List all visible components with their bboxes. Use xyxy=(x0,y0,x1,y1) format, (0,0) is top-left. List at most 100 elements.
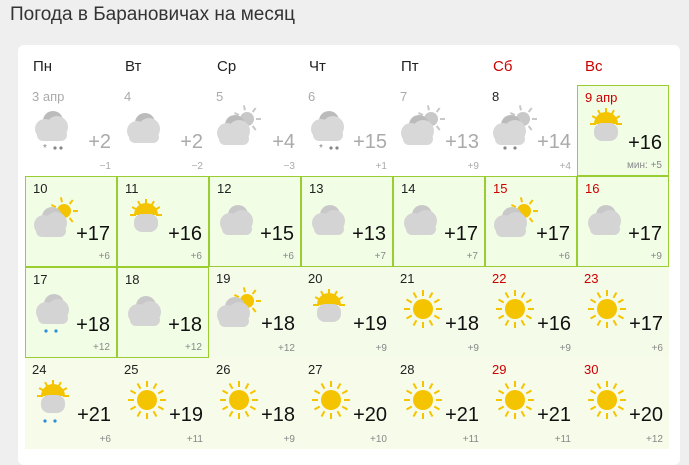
partly-cloudy-icon xyxy=(30,195,82,247)
svg-text:*: * xyxy=(319,143,323,154)
sun-icon xyxy=(581,285,633,337)
min-temp: +9 xyxy=(467,343,479,354)
min-temp: +11 xyxy=(186,434,203,445)
max-temp: +18 xyxy=(168,314,202,336)
day-date: 3 апр xyxy=(32,89,65,104)
day-cell[interactable]: 12 +15 +6 xyxy=(209,176,301,267)
min-temp: +6 xyxy=(98,251,110,262)
weekday-header: Пн xyxy=(33,58,53,75)
cloudy-icon xyxy=(398,195,450,247)
day-date: 20 xyxy=(308,271,323,286)
day-cell[interactable]: 7 +13 +9 xyxy=(393,85,485,176)
day-date: 29 xyxy=(492,362,507,377)
day-cell[interactable]: 21 +18 +9 xyxy=(393,267,485,358)
max-temp: +17 xyxy=(536,223,570,245)
day-cell[interactable]: 5 +4 −3 xyxy=(209,85,301,176)
min-temp: +6 xyxy=(651,343,663,354)
day-cell[interactable]: 10 +17 +6 xyxy=(25,176,117,267)
min-temp: +9 xyxy=(467,161,479,172)
day-cell[interactable]: 14 +17 +7 xyxy=(393,176,485,267)
min-temp: +11 xyxy=(462,434,479,445)
max-temp: +15 xyxy=(353,131,387,153)
max-temp: +18 xyxy=(261,313,295,335)
day-cell[interactable]: 26 +18 +9 xyxy=(209,358,301,449)
weekday-header: Вс xyxy=(585,58,603,75)
partly-cloudy-icon xyxy=(490,195,542,247)
max-temp: +19 xyxy=(353,313,387,335)
day-cell[interactable]: 15 +17 +6 xyxy=(485,176,577,267)
day-cell[interactable]: 18 +18 +12 xyxy=(117,267,209,358)
partly-cloudy-rain-icon xyxy=(489,103,541,155)
svg-text:*: * xyxy=(43,143,47,154)
day-cell[interactable]: 3 апр * +2 −1 xyxy=(25,85,117,176)
min-temp: +7 xyxy=(374,251,386,262)
min-temp: мин: +5 xyxy=(627,160,662,171)
day-cell[interactable]: 30 +20 +12 xyxy=(577,358,669,449)
day-date: 9 апр xyxy=(585,90,618,105)
max-temp: +17 xyxy=(444,223,478,245)
max-temp: +17 xyxy=(629,313,663,335)
min-temp: −3 xyxy=(283,161,295,172)
day-cell[interactable]: 23 +17 +6 xyxy=(577,267,669,358)
day-cell[interactable]: 24 +21 +6 xyxy=(25,358,117,449)
day-date: 24 xyxy=(32,362,47,377)
min-temp: +12 xyxy=(646,434,663,445)
day-date: 23 xyxy=(584,271,599,286)
day-cell[interactable]: 29 +21 +11 xyxy=(485,358,577,449)
day-date: 30 xyxy=(584,362,599,377)
sun-icon xyxy=(397,285,449,337)
weekday-header: Пт xyxy=(401,58,419,75)
day-cell[interactable]: 16 +17 +9 xyxy=(577,176,669,267)
day-date: 14 xyxy=(401,181,416,196)
min-temp: +1 xyxy=(375,161,387,172)
min-temp: +7 xyxy=(466,251,478,262)
max-temp: +17 xyxy=(76,223,110,245)
sun-icon xyxy=(581,376,633,428)
max-temp: +21 xyxy=(537,404,571,426)
day-cell[interactable]: 13 +13 +7 xyxy=(301,176,393,267)
day-date: 16 xyxy=(585,181,600,196)
day-cell[interactable]: 4 +2 −2 xyxy=(117,85,209,176)
day-date: 5 xyxy=(216,89,224,104)
max-temp: +18 xyxy=(445,313,479,335)
max-temp: +21 xyxy=(445,404,479,426)
day-date: 28 xyxy=(400,362,415,377)
partly-cloudy-icon xyxy=(213,285,265,337)
cloudy-icon xyxy=(214,195,266,247)
max-temp: +16 xyxy=(537,313,571,335)
weekday-header: Ср xyxy=(217,58,237,75)
day-date: 8 xyxy=(492,89,500,104)
min-temp: +12 xyxy=(185,342,202,353)
day-cell[interactable]: 19 +18 +12 xyxy=(209,267,301,358)
weekday-header: Вт xyxy=(125,58,142,75)
day-cell[interactable]: 28 +21 +11 xyxy=(393,358,485,449)
day-cell[interactable]: 20 +19 +9 xyxy=(301,267,393,358)
cloudy-sleet-icon: * xyxy=(29,103,81,155)
day-date: 26 xyxy=(216,362,231,377)
max-temp: +21 xyxy=(77,404,111,426)
cloudy-icon xyxy=(122,286,174,338)
cloudy-icon xyxy=(121,103,173,155)
day-cell[interactable]: 17 +18 +12 xyxy=(25,267,117,358)
day-cell[interactable]: 27 +20 +10 xyxy=(301,358,393,449)
day-cell[interactable]: 22 +16 +9 xyxy=(485,267,577,358)
day-cell[interactable]: 6 * +15 +1 xyxy=(301,85,393,176)
day-cell[interactable]: 25 +19 +11 xyxy=(117,358,209,449)
day-cell[interactable]: 11 +16 +6 xyxy=(117,176,209,267)
sun-icon xyxy=(213,376,265,428)
page-title: Погода в Барановичах на месяц xyxy=(10,4,296,25)
day-date: 13 xyxy=(309,181,324,196)
day-cell[interactable]: 8 +14 +4 xyxy=(485,85,577,176)
day-cell[interactable]: 9 апр +16 мин: +5 xyxy=(577,85,669,176)
min-temp: −1 xyxy=(99,161,111,172)
max-temp: +18 xyxy=(76,314,110,336)
day-date: 21 xyxy=(400,271,415,286)
min-temp: −2 xyxy=(191,161,203,172)
max-temp: +17 xyxy=(628,223,662,245)
max-temp: +20 xyxy=(629,404,663,426)
day-date: 10 xyxy=(33,181,48,196)
day-date: 11 xyxy=(125,181,139,196)
max-temp: +15 xyxy=(260,223,294,245)
max-temp: +13 xyxy=(352,223,386,245)
day-date: 22 xyxy=(492,271,507,286)
